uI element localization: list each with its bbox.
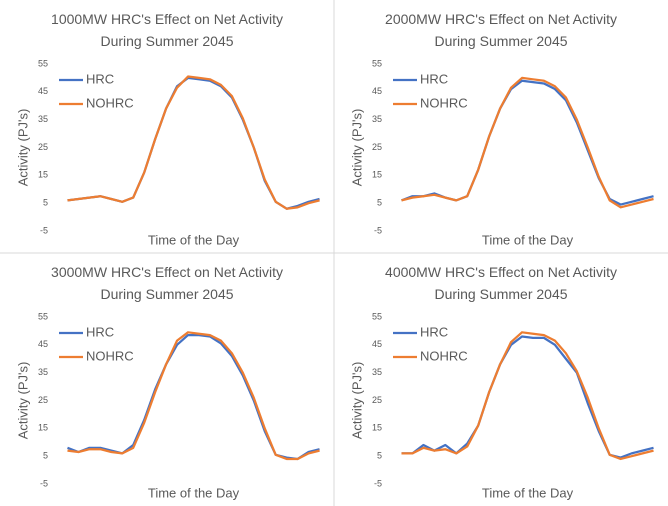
chart-title: 3000MW HRC's Effect on Net Activity Duri…: [51, 264, 283, 302]
y-tick-label: 5: [43, 198, 48, 208]
y-tick-label: -5: [374, 225, 382, 235]
x-axis-label: Time of the Day: [148, 485, 240, 500]
y-tick-label: 15: [372, 170, 382, 180]
y-tick-label: -5: [40, 478, 48, 488]
y-axis-label: Activity (PJ's): [349, 109, 364, 187]
y-axis-label: Activity (PJ's): [15, 109, 30, 187]
line-series: [67, 75, 320, 210]
chart-panel: 1000MW HRC's Effect on Net Activity Duri…: [0, 0, 334, 253]
y-tick-label: 55: [38, 58, 48, 68]
chart: -5 5 15 25 35 45 55 Time of the Day Activity (PJ…: [15, 311, 320, 500]
y-tick-label: 35: [372, 114, 382, 124]
y-tick-label: -5: [40, 225, 48, 235]
y-tick-label: 35: [372, 367, 382, 377]
y-axis-label: Activity (PJ's): [15, 362, 30, 440]
chart: -5 5 15 25 35 45 55 Time of the Day Activity (PJ…: [15, 58, 320, 247]
line-series: [401, 76, 654, 209]
y-tick-label: 45: [38, 86, 48, 96]
y-tick-label: -5: [374, 478, 382, 488]
y-tick-label: 5: [377, 451, 382, 461]
legend-label: HRC: [86, 71, 114, 86]
y-axis-label: Activity (PJ's): [349, 362, 364, 440]
y-tick-label: 45: [372, 86, 382, 96]
y-tick-label: 45: [372, 339, 382, 349]
legend-label: HRC: [420, 324, 448, 339]
y-tick-label: 5: [377, 198, 382, 208]
x-axis-label: Time of the Day: [482, 485, 574, 500]
chart-title: 2000MW HRC's Effect on Net Activity Duri…: [385, 11, 617, 49]
y-tick-label: 15: [38, 170, 48, 180]
chart: -5 5 15 25 35 45 55 Time of the Day Activity (PJ…: [349, 58, 654, 247]
line-series: [401, 331, 654, 461]
legend-label: NOHRC: [86, 348, 134, 363]
y-tick-label: 15: [38, 423, 48, 433]
y-tick-label: 15: [372, 423, 382, 433]
y-tick-label: 35: [38, 114, 48, 124]
y-tick-label: 35: [38, 367, 48, 377]
line-series: [67, 331, 320, 461]
y-tick-label: 5: [43, 451, 48, 461]
y-tick-label: 55: [38, 311, 48, 321]
y-tick-label: 45: [38, 339, 48, 349]
y-tick-label: 25: [38, 142, 48, 152]
y-tick-label: 25: [38, 395, 48, 405]
y-tick-label: 55: [372, 311, 382, 321]
y-tick-label: 25: [372, 395, 382, 405]
y-tick-label: 25: [372, 142, 382, 152]
y-tick-label: 55: [372, 58, 382, 68]
x-axis-label: Time of the Day: [482, 232, 574, 247]
chart-title: 4000MW HRC's Effect on Net Activity Duri…: [385, 264, 617, 302]
legend-label: NOHRC: [420, 95, 468, 110]
chart-panel: 2000MW HRC's Effect on Net Activity Duri…: [334, 0, 668, 253]
chart-title: 1000MW HRC's Effect on Net Activity Duri…: [51, 11, 283, 49]
chart-panel: 3000MW HRC's Effect on Net Activity Duri…: [0, 253, 334, 506]
legend-label: NOHRC: [420, 348, 468, 363]
x-axis-label: Time of the Day: [148, 232, 240, 247]
legend-label: HRC: [420, 71, 448, 86]
legend-label: HRC: [86, 324, 114, 339]
legend-label: NOHRC: [86, 95, 134, 110]
chart: -5 5 15 25 35 45 55 Time of the Day Activity (PJ…: [349, 311, 654, 500]
chart-panel: 4000MW HRC's Effect on Net Activity Duri…: [334, 253, 668, 506]
